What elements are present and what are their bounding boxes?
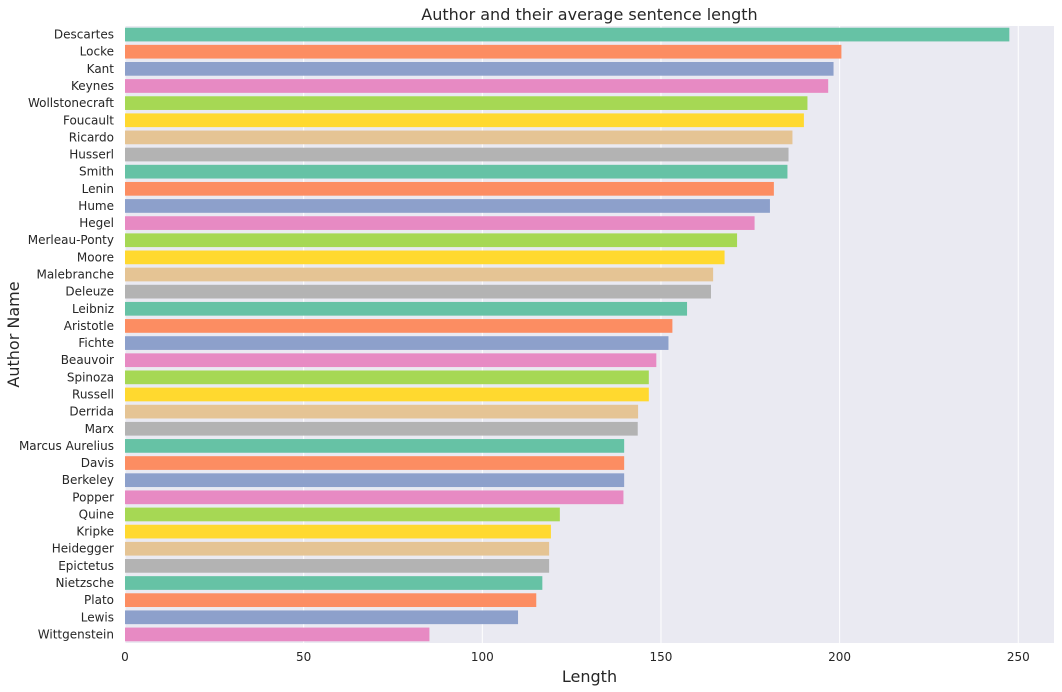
bar	[125, 507, 560, 522]
bar	[125, 559, 550, 573]
y-tick-label: Quine	[79, 507, 114, 521]
y-tick-label: Marcus Aurelius	[19, 439, 114, 453]
y-tick-label: Derrida	[69, 405, 114, 419]
y-tick-label: Locke	[80, 45, 114, 59]
x-tick-label: 200	[828, 650, 851, 664]
y-tick-label: Popper	[72, 490, 114, 504]
bar	[125, 610, 519, 625]
y-tick-label: Nietzsche	[55, 576, 114, 590]
x-tick-label: 50	[296, 650, 311, 664]
bar	[125, 61, 834, 76]
bar	[125, 27, 1010, 42]
bar	[125, 336, 669, 350]
y-axis-label: Author Name	[4, 281, 23, 387]
bar	[125, 96, 808, 110]
bar	[125, 147, 789, 162]
x-tick-label: 250	[1007, 650, 1030, 664]
bar	[125, 44, 842, 59]
x-tick-label: 100	[471, 650, 494, 664]
x-tick-labels: 0 50 100 150 200 250	[121, 650, 1030, 664]
y-tick-label: Hume	[78, 199, 114, 213]
y-tick-label: Fichte	[78, 336, 114, 350]
bar	[125, 353, 657, 368]
x-tick-label: 0	[121, 650, 129, 664]
y-tick-label: Deleuze	[65, 285, 114, 299]
bar	[125, 113, 804, 128]
bars	[125, 27, 1010, 642]
bar	[125, 301, 688, 316]
y-tick-label: Smith	[79, 165, 114, 179]
bar	[125, 181, 774, 196]
y-tick-label: Davis	[81, 456, 114, 470]
y-tick-label: Wittgenstein	[38, 627, 114, 641]
y-tick-label: Berkeley	[62, 473, 114, 487]
y-tick-label: Russell	[72, 387, 114, 401]
bar	[125, 319, 673, 333]
y-tick-label: Ricardo	[69, 130, 114, 144]
bar	[125, 284, 711, 299]
y-tick-label: Beauvoir	[61, 353, 114, 367]
y-tick-label: Kant	[87, 62, 115, 76]
bar	[125, 541, 550, 556]
bar	[125, 387, 649, 402]
y-tick-label: Leibniz	[72, 302, 114, 316]
y-tick-label: Husserl	[69, 148, 114, 162]
x-axis-label: Length	[562, 667, 617, 686]
y-tick-label: Heidegger	[52, 542, 114, 556]
y-tick-label: Descartes	[54, 28, 114, 42]
y-tick-label: Moore	[77, 250, 114, 264]
y-tick-label: Malebranche	[36, 268, 114, 282]
bar	[125, 473, 625, 488]
bar	[125, 576, 543, 590]
bar	[125, 421, 638, 436]
y-tick-label: Keynes	[71, 79, 114, 93]
y-tick-label: Lewis	[81, 610, 114, 624]
y-tick-label: Kripke	[76, 525, 114, 539]
bar	[125, 130, 793, 145]
bar	[125, 524, 551, 539]
y-tick-label: Lenin	[82, 182, 114, 196]
bar	[125, 164, 788, 179]
bar	[125, 456, 625, 470]
y-tick-label: Marx	[85, 422, 114, 436]
bar	[125, 593, 537, 608]
y-tick-label: Merleau-Ponty	[28, 233, 114, 247]
bar	[125, 250, 725, 265]
y-tick-label: Epictetus	[58, 559, 114, 573]
y-tick-label: Aristotle	[64, 319, 114, 333]
bar	[125, 79, 829, 93]
chart-title: Author and their average sentence length	[421, 5, 757, 24]
x-tick-label: 150	[650, 650, 673, 664]
bar	[125, 267, 714, 282]
y-tick-label: Hegel	[79, 216, 114, 230]
grid-lines	[124, 26, 1019, 643]
y-tick-label: Spinoza	[67, 370, 114, 384]
bar	[125, 627, 430, 642]
plot-background	[125, 26, 1054, 643]
bar	[125, 404, 639, 419]
bar	[125, 199, 770, 213]
bar	[125, 439, 625, 453]
y-tick-label: Foucault	[63, 113, 114, 127]
y-tick-label: Wollstonecraft	[28, 96, 114, 110]
bar	[125, 370, 649, 385]
y-tick-label: Plato	[84, 593, 114, 607]
bar	[125, 216, 755, 230]
bar	[125, 490, 624, 505]
bar	[125, 233, 738, 248]
y-tick-labels: Descartes Locke Kant Keynes Wollstonecraft Fo…	[19, 28, 114, 642]
